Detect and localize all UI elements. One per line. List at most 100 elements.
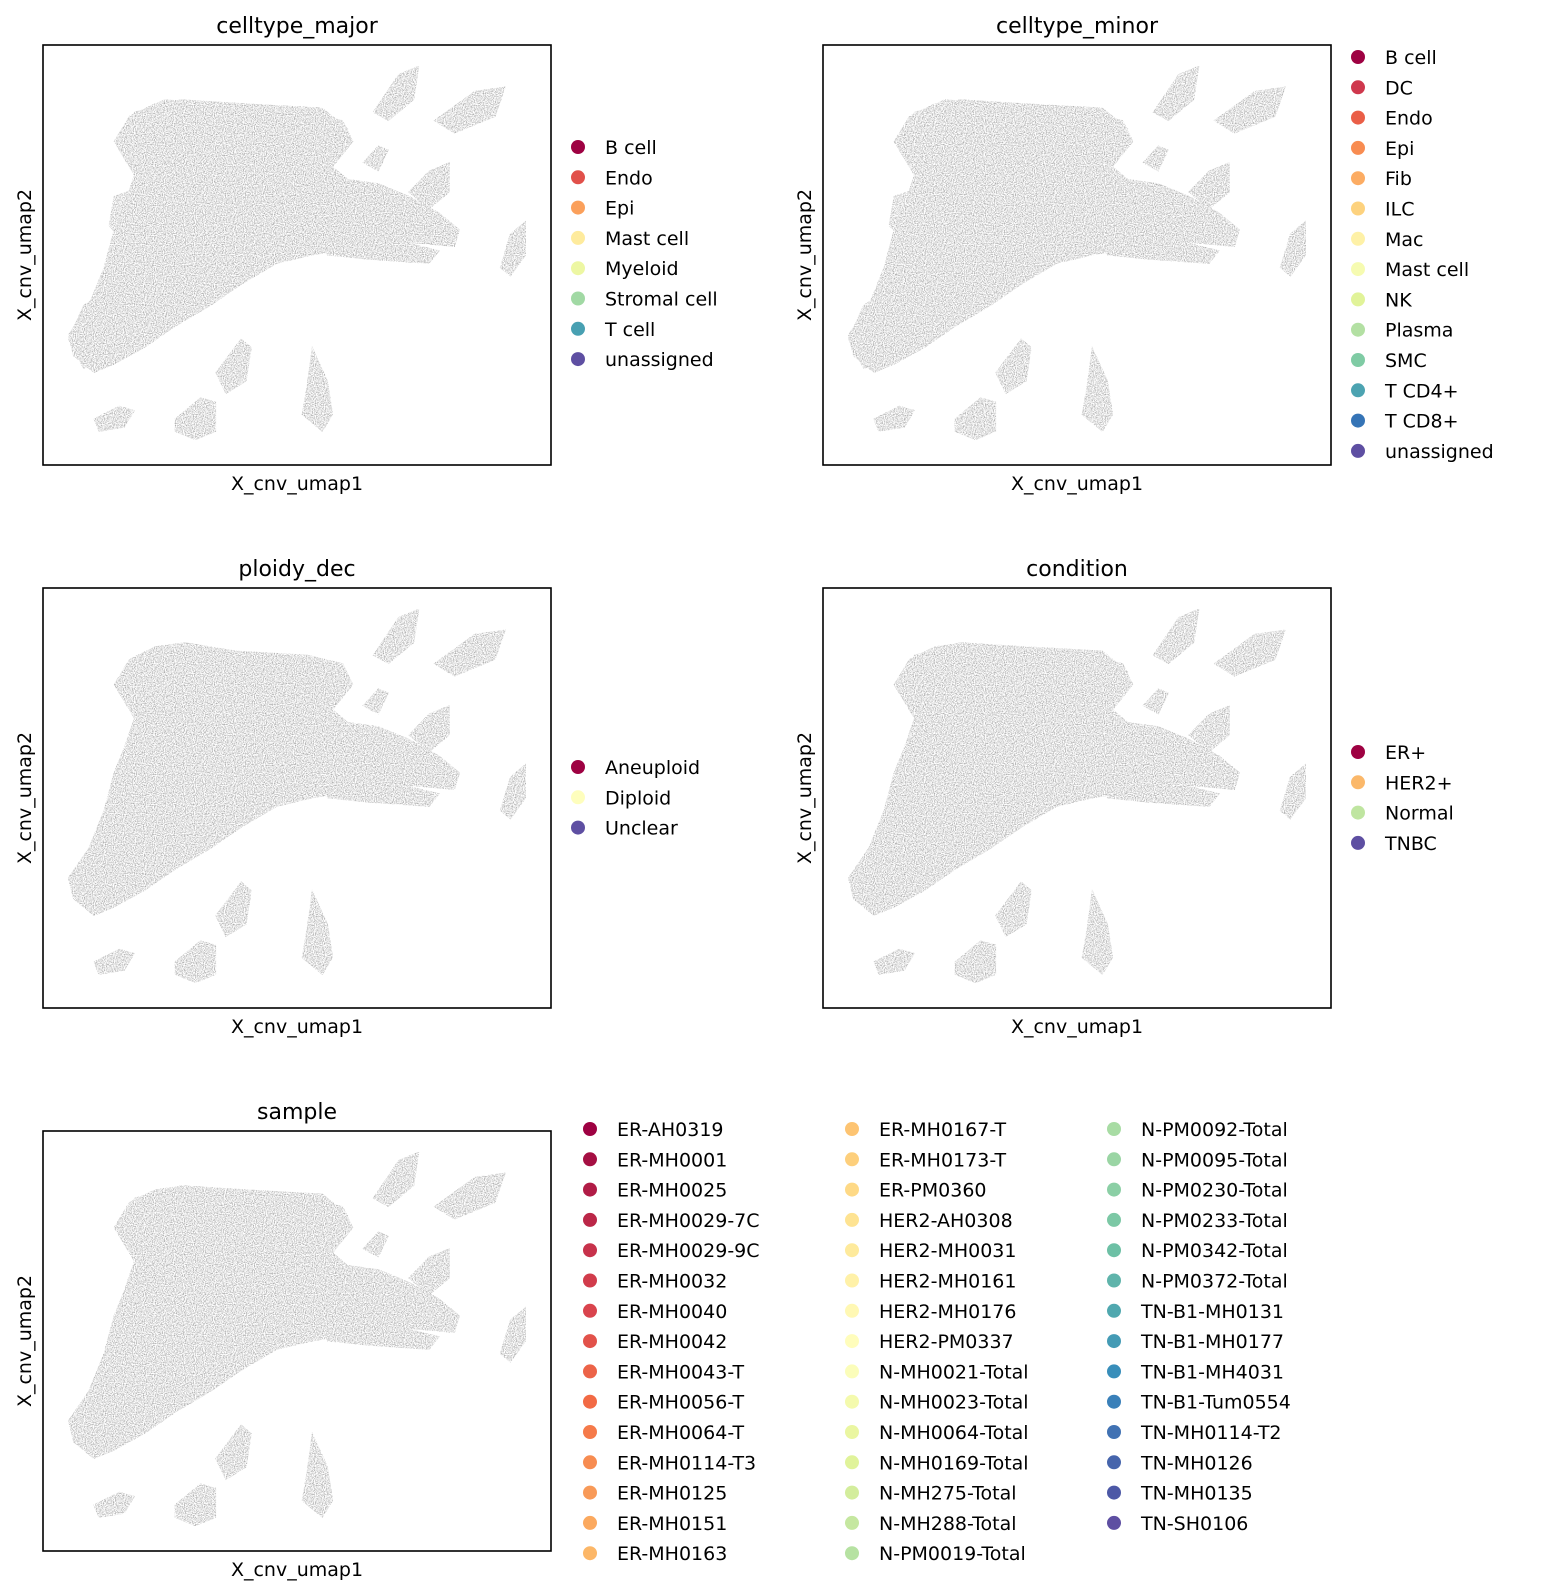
legend-item-n-pm0372-total: N-PM0372-Total — [1107, 1271, 1288, 1293]
legend-label: ER-MH0029-9C — [617, 1240, 760, 1262]
legend-item-diploid: Diploid — [571, 787, 671, 809]
legend-label: Mast cell — [605, 228, 689, 250]
legend-marker — [1107, 1243, 1121, 1258]
legend-celltype-minor: B cell DC Endo Epi Fib ILC Mac Mast cell NK Plasm… — [1351, 47, 1494, 463]
legend-label: ER-MH0040 — [617, 1301, 727, 1323]
legend-item-stromal-cell: Stromal cell — [571, 289, 718, 311]
legend-marker — [845, 1152, 859, 1167]
legend-label: ER-MH0114-T3 — [617, 1452, 756, 1474]
legend-marker — [583, 1303, 597, 1318]
legend-label: ER+ — [1385, 742, 1426, 764]
legend-label: Stromal cell — [605, 289, 718, 311]
legend-label: N-MH275-Total — [879, 1483, 1017, 1505]
legend-marker — [845, 1303, 859, 1318]
point-cluster-iso2-her2-mh0031 — [174, 1483, 217, 1527]
point-cluster-iso5-tn-b1-mh4031 — [372, 1151, 420, 1208]
legend-marker — [845, 1364, 859, 1379]
legend-label: T CD8+ — [1384, 411, 1459, 433]
legend-item-plasma: Plasma — [1351, 320, 1453, 342]
legend-marker — [845, 1122, 859, 1136]
point-cluster-iso6-epi — [1213, 86, 1286, 134]
legend-item-tn-mh0114-t2: TN-MH0114-T2 — [1107, 1422, 1282, 1444]
legend-item-tnbc: TNBC — [1351, 833, 1437, 855]
legend-item-her2-ah0308: HER2-AH0308 — [845, 1210, 1013, 1232]
legend-marker — [845, 1485, 859, 1500]
legend-label: ER-MH0056-T — [617, 1392, 744, 1414]
legend-item-er-mh0056-t: ER-MH0056-T — [583, 1392, 744, 1414]
legend-label: Mast cell — [1385, 259, 1469, 281]
legend-item-er-mh0173-t: ER-MH0173-T — [845, 1149, 1006, 1171]
legend-marker — [583, 1334, 597, 1349]
legend-label: T CD4+ — [1384, 380, 1459, 402]
legend-marker — [571, 820, 585, 835]
legend-label: N-PM0019-Total — [879, 1543, 1026, 1565]
legend-label: N-MH0023-Total — [879, 1392, 1029, 1414]
point-cluster-topband-normal — [903, 642, 1129, 719]
legend-item-t-cell: T cell — [571, 319, 655, 341]
legend-label: T cell — [604, 319, 655, 341]
panel-condition: condition X_cnv_umap1 X_cnv_umap2 ER+ HER2+ N… — [794, 557, 1454, 1038]
legend-marker — [1107, 1455, 1121, 1470]
point-cluster-iso9-tn-b1-mh4031 — [499, 1306, 526, 1363]
point-cluster-iso5-aneuploid — [372, 608, 420, 665]
legend-marker — [845, 1394, 859, 1409]
legend-label: ER-MH0029-7C — [617, 1210, 760, 1232]
point-cluster-topband-n-pm0092-total — [123, 1185, 349, 1262]
legend-marker — [845, 1546, 859, 1561]
legend-item-er-mh0163: ER-MH0163 — [583, 1543, 727, 1565]
legend-label: ER-MH0043-T — [617, 1361, 744, 1383]
y-axis-label: X_cnv_umap2 — [794, 732, 816, 864]
legend-marker — [1351, 322, 1365, 337]
legend-marker — [1351, 50, 1365, 64]
legend-label: NK — [1385, 289, 1412, 311]
legend-item-er: ER+ — [1351, 742, 1426, 764]
legend-item-n-pm0233-total: N-PM0233-Total — [1107, 1210, 1288, 1232]
legend-marker — [1107, 1515, 1121, 1530]
legend-item-er-mh0114-t3: ER-MH0114-T3 — [583, 1452, 756, 1474]
legend-item-endo: Endo — [571, 167, 653, 189]
point-cluster-iso7-aneuploid — [408, 705, 450, 753]
panel-ploidy-dec: ploidy_dec X_cnv_umap1 X_cnv_umap2 Aneuploi… — [14, 557, 700, 1038]
legend-item-unclear: Unclear — [571, 818, 678, 840]
legend-marker — [583, 1425, 597, 1439]
legend-marker — [1107, 1212, 1121, 1227]
legend-label: N-MH0021-Total — [879, 1361, 1029, 1383]
legend-marker — [583, 1152, 597, 1167]
point-cluster-fan-epi — [1101, 237, 1220, 264]
point-cluster-red-epi — [888, 187, 936, 243]
legend-marker — [845, 1182, 859, 1197]
legend-marker — [583, 1243, 597, 1258]
point-cluster-iso4-aneuploid — [301, 888, 334, 976]
legend-item-myeloid: Myeloid — [571, 258, 679, 280]
legend-item-mast-cell: Mast cell — [1351, 259, 1469, 281]
point-cluster-iso2-epi — [954, 397, 997, 441]
point-cluster-iso6-tnbc — [1213, 629, 1286, 677]
legend-item-normal: Normal — [1351, 803, 1454, 825]
legend-label: TN-B1-MH4031 — [1140, 1361, 1284, 1383]
point-cluster-iso3-aneuploid — [215, 881, 252, 938]
point-cluster-iso7-epi — [408, 162, 450, 210]
panel-celltype-minor: celltype_minor X_cnv_umap1 X_cnv_umap2 B ce… — [794, 14, 1494, 495]
point-cluster-iso6-epi — [433, 86, 506, 134]
legend-item-epi: Epi — [1351, 138, 1414, 160]
legend-label: ER-MH0025 — [617, 1180, 727, 1202]
point-cluster-iso2-aneuploid — [174, 940, 217, 984]
legend-label: SMC — [1385, 350, 1427, 372]
legend-item-tn-b1-mh4031: TN-B1-MH4031 — [1107, 1361, 1284, 1383]
legend-marker — [583, 1273, 597, 1288]
legend-marker — [845, 1273, 859, 1288]
point-cluster-iso7-epi — [1188, 162, 1230, 210]
legend-label: HER2-AH0308 — [879, 1210, 1013, 1232]
legend-item-tn-sh0106: TN-SH0106 — [1107, 1513, 1248, 1535]
point-cluster-iso1-her2 — [873, 948, 916, 975]
legend-marker — [1351, 383, 1365, 398]
legend-item-dc: DC — [1351, 77, 1413, 99]
legend-marker — [571, 760, 585, 774]
point-cluster-iso9-epi — [499, 220, 526, 277]
legend-marker — [1351, 171, 1365, 186]
legend-item-her2-pm0337: HER2-PM0337 — [845, 1331, 1014, 1353]
legend-label: N-PM0372-Total — [1141, 1271, 1288, 1293]
legend-item-epi: Epi — [571, 198, 634, 220]
scatter-points-sample — [67, 1151, 526, 1527]
